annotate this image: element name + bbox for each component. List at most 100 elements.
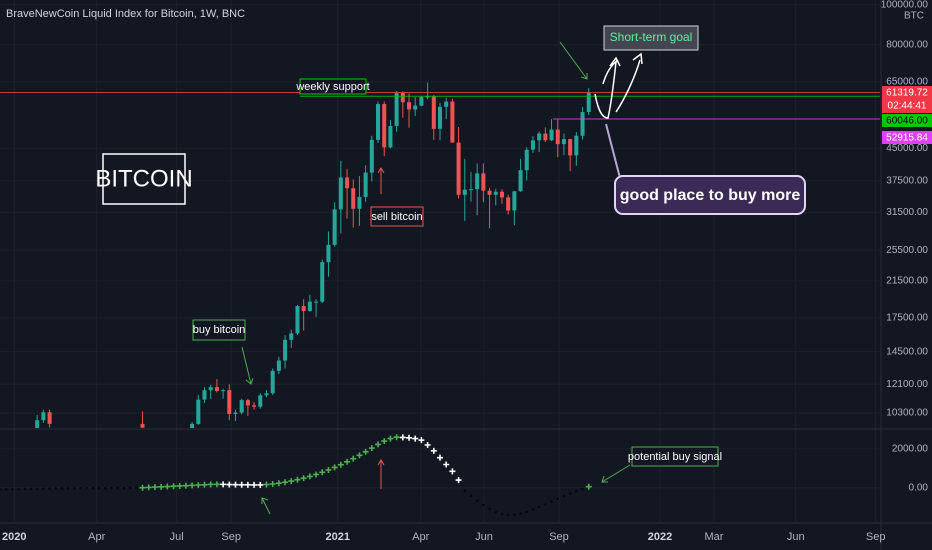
candle-body: [574, 135, 579, 156]
indicator-cross: [337, 461, 344, 468]
annotation: Short-term goal: [610, 30, 693, 44]
candle-body: [47, 412, 52, 424]
candle-body: [202, 390, 207, 400]
x-tick-label: Apr: [412, 531, 429, 543]
indicator-cross: [182, 482, 189, 489]
indicator-dot: [91, 486, 95, 490]
indicator-cross: [213, 481, 220, 488]
candle-body: [239, 400, 244, 413]
indicator-dot: [531, 508, 535, 511]
candle-body: [140, 423, 145, 428]
indicator-dot: [66, 487, 70, 490]
candle-body: [363, 172, 368, 197]
indicator-cross: [381, 438, 388, 445]
x-tick-label: Jul: [170, 531, 184, 543]
indicator-cross: [325, 466, 332, 473]
candle-body: [382, 104, 387, 148]
indicator-dot: [104, 486, 107, 490]
y-tick-label: 65000.00: [886, 77, 928, 88]
annotation-box: [370, 206, 424, 227]
indicator-cross: [195, 482, 202, 489]
indicator-dot: [463, 489, 467, 493]
candle-body: [493, 191, 498, 195]
indicator-dot: [48, 487, 51, 490]
x-tick-label: Jun: [787, 531, 805, 543]
indicator-cross: [418, 437, 425, 444]
indicator-cross: [275, 480, 282, 487]
grid: [0, 0, 880, 522]
annotations: BITCOIN weekly support sell bitcoin buy …: [95, 25, 806, 515]
annotation: sell bitcoin: [371, 211, 422, 223]
candle-body: [320, 262, 325, 302]
candle-body: [543, 133, 548, 141]
indicator-dot: [475, 499, 479, 502]
indicator-dot: [550, 500, 553, 503]
indicator-cross: [232, 481, 239, 488]
indicator-cross: [263, 481, 270, 488]
indicator-cross: [294, 476, 301, 483]
candle-body: [351, 188, 356, 209]
indicator-cross: [399, 434, 406, 441]
candle-body: [450, 101, 455, 143]
price-tag-label: 52915.84: [886, 133, 928, 144]
x-tick-label: Jun: [475, 531, 493, 543]
indicator-cross: [139, 484, 146, 491]
indicator-dot: [488, 507, 491, 511]
indicator-dot: [60, 487, 64, 490]
indicator-cross: [585, 483, 592, 490]
arrow: [559, 41, 588, 80]
candle-body: [425, 96, 430, 98]
arrow: [261, 497, 271, 515]
candle-body: [283, 339, 288, 361]
candle-body: [301, 306, 306, 311]
indicator-cross: [412, 435, 419, 442]
y-tick-label: 0.00: [909, 483, 929, 494]
indicator-dot: [544, 502, 547, 506]
indicator-cross: [387, 435, 394, 442]
candle-body: [338, 177, 343, 210]
y-tick-label: 17500.00: [886, 312, 928, 323]
candle-body: [481, 173, 486, 191]
indicator-cross: [207, 481, 214, 488]
indicator-dot: [494, 510, 498, 514]
annotation-box: [102, 153, 186, 205]
indicator-cross: [269, 480, 276, 487]
candle-body: [561, 139, 566, 145]
candle-body: [512, 191, 517, 211]
indicator-cross: [306, 473, 313, 480]
candle-body: [506, 197, 511, 211]
indicator-cross: [356, 452, 363, 459]
candle-body: [431, 96, 436, 129]
indicator-dot: [469, 494, 473, 497]
candle-body: [252, 405, 257, 407]
indicator-cross: [238, 481, 245, 488]
candle-body: [518, 170, 523, 192]
chart-title: BraveNewCoin Liquid Index for Bitcoin, 1…: [6, 8, 245, 20]
indicator-dot: [73, 487, 76, 490]
candle-body: [270, 370, 275, 394]
indicator-cross: [393, 434, 400, 441]
indicator-dot: [556, 497, 560, 501]
candle-body: [586, 92, 591, 113]
y-tick-label: 14500.00: [886, 346, 928, 357]
candle-body: [295, 306, 300, 334]
annotation-box: [631, 446, 719, 467]
candle-body: [462, 189, 467, 195]
countdown: 02:44:41: [888, 101, 927, 112]
candle-body: [437, 106, 443, 129]
annotation: buy bitcoin: [193, 324, 246, 336]
candle-body: [345, 177, 350, 189]
annotation-box: [192, 319, 246, 341]
candle-body: [580, 112, 585, 136]
indicator-dot: [97, 486, 101, 490]
callout-pointer: [605, 123, 621, 179]
indicator-dot: [513, 513, 516, 517]
price-tag-label: 61319.72: [886, 88, 928, 99]
indicator-cross: [350, 455, 357, 462]
candle-body: [190, 423, 195, 428]
candle-body: [388, 125, 393, 148]
candle-body: [35, 420, 40, 428]
indicator-cross: [282, 479, 289, 486]
y-tick-label: 31500.00: [886, 207, 928, 218]
